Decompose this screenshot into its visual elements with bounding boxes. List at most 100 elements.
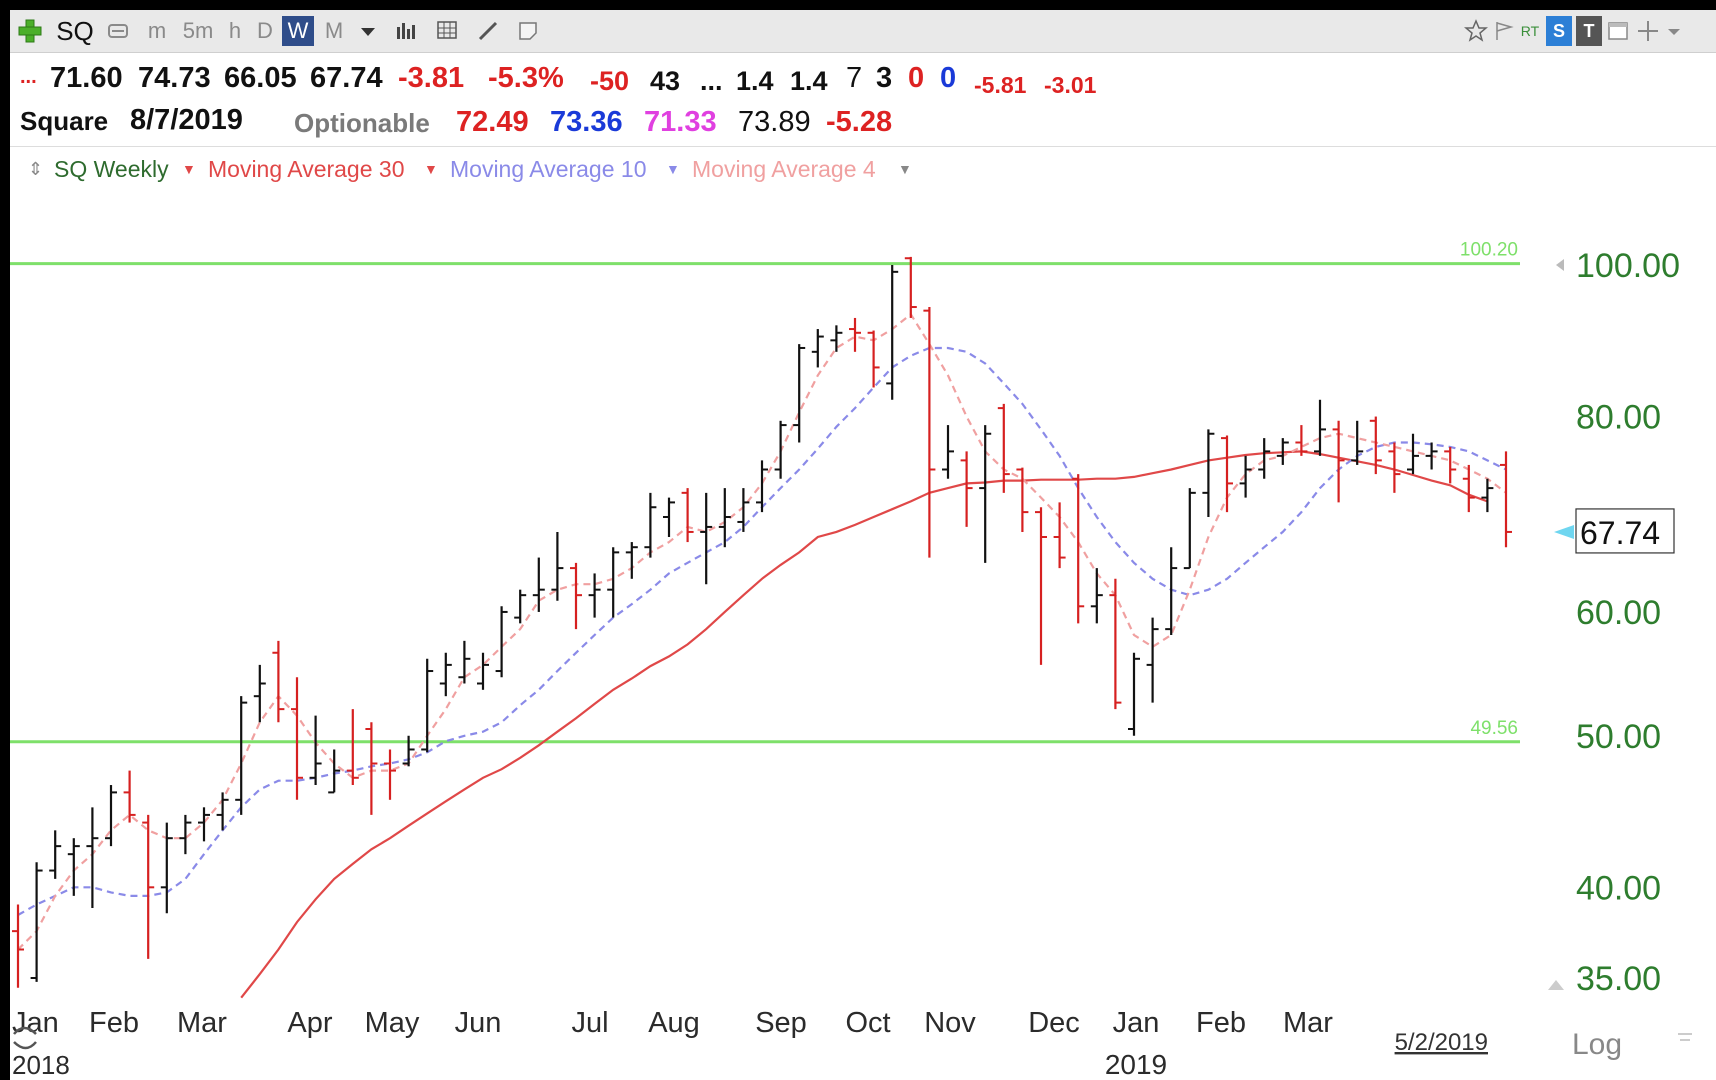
bar-style-icon[interactable] [394,19,418,43]
quote-dots-left: ... [20,66,37,88]
quote-v4: 1.4 [790,66,828,96]
ohlc-bar [439,652,452,697]
x-month-label: Sep [755,1007,807,1039]
star-icon[interactable] [1464,19,1488,43]
ohlc-bar [86,807,99,908]
ohlc-bar [160,822,173,914]
quote-ma4: 71.33 [644,106,717,138]
x-month-label: Jan [1113,1007,1160,1039]
chevron-down-icon[interactable] [356,19,380,43]
ohlc-bar [67,838,80,896]
ohlc-bar [514,589,527,624]
add-symbol-icon[interactable] [18,19,42,43]
x-month-label: Aug [648,1007,700,1039]
x-month-label: Apr [287,1007,332,1039]
ohlc-bar [756,460,768,513]
ohlc-bar [458,640,471,684]
period-hour[interactable]: h [228,18,242,43]
ohlc-bar [198,807,210,842]
study-sq-weekly[interactable]: SQ Weekly [54,156,169,182]
s-badge[interactable]: S [1546,16,1572,46]
ohlc-bar [681,488,694,543]
ohlc-bar [1258,438,1271,479]
quote-v9: -5.81 [974,72,1027,98]
x-year-label: 2019 [1105,1049,1167,1080]
ohlc-bar [718,488,731,548]
chevron-down-icon[interactable]: ▼ [424,161,438,177]
ohlc-bar [830,325,843,352]
period-1m[interactable]: m [147,18,167,43]
study-ma10[interactable]: Moving Average 10 [450,156,647,182]
ohlc-bar [309,715,322,786]
rt-badge[interactable]: RT [1520,23,1540,39]
period-5m[interactable]: 5m [182,18,214,43]
ohlc-bar [1314,399,1326,456]
note-icon[interactable] [516,19,540,43]
chevron-down-icon[interactable]: ▼ [666,161,680,177]
ohlc-bar [570,562,582,630]
ohlc-bar [1072,474,1085,624]
toolbar: SQ m 5m h D W M [10,10,1716,53]
ohlc-bar [1221,435,1233,513]
quote-v5: 7 [846,62,863,94]
flag-icon[interactable] [1492,19,1516,43]
ohlc-bar [1239,455,1252,498]
ohlc-bar [1202,429,1215,518]
link-icon[interactable] [106,19,130,43]
ohlc-bar [1462,464,1475,513]
ohlc-bar [105,785,117,847]
ohlc-bar [979,425,992,563]
ohlc-bar [904,256,917,318]
ohlc-bar [1332,420,1345,503]
x-month-label: Feb [1196,1007,1246,1039]
ohlc-bar [328,749,341,794]
move-icon[interactable] [1636,19,1660,43]
scale-label: Log [1572,1028,1622,1061]
ohlc-bar [1109,578,1122,710]
x-month-label: Feb [89,1007,139,1039]
scroll-arrow-icon [1556,259,1564,271]
ohlc-bar [737,488,750,532]
ohlc-bar [551,531,564,601]
study-ma4[interactable]: Moving Average 4 [692,156,876,182]
hline-label-0: 100.20 [1460,240,1518,261]
chevron-down-icon[interactable]: ▼ [898,161,912,177]
period-week[interactable]: W [282,16,314,46]
grid-icon[interactable] [436,19,460,43]
hline-label-1: 49.56 [1470,718,1518,739]
quote-date: 8/7/2019 [130,104,243,136]
pencil-icon[interactable] [476,19,500,43]
ohlc-bar [495,606,508,678]
price-chart[interactable]: 100.20 49.56 35.00 40.00 50.00 60.00 80.00 100.… [10,10,1716,1080]
ohlc-bar [1500,451,1512,548]
ohlc-bar [886,265,899,400]
quote-v2: 43 [650,66,681,96]
quote-v7: 0 [908,62,925,94]
series-line-1 [17,346,1507,916]
x-month-label: Oct [845,1007,890,1039]
ohlc-bar [1016,467,1029,532]
chevron-down-icon[interactable]: ▼ [182,161,196,177]
period-month[interactable]: M [324,18,344,43]
ohlc-bar [384,749,396,800]
scroll-up-icon [1548,980,1564,990]
quote-diff: -5.28 [826,106,893,138]
updown-arrows-icon[interactable]: ⇕ [28,159,44,179]
ohlc-bar [1053,502,1066,569]
study-ma30[interactable]: Moving Average 30 [208,156,405,182]
x-month-label: Mar [1283,1007,1333,1039]
window-icon[interactable] [1606,19,1630,43]
ohlc-bar [960,451,973,527]
x-month-label: Jun [455,1007,502,1039]
ohlc-bar [272,640,285,723]
ohlc-bar [216,792,229,831]
chevron-down-icon-right[interactable] [1662,19,1686,43]
ohlc-bar [30,862,43,982]
period-day[interactable]: D [257,18,273,43]
ohlc-bar [1090,568,1103,624]
ohlc-bar [1146,617,1159,703]
y-tick-label: 35.00 [1576,960,1661,998]
ohlc-bar [793,344,806,443]
t-badge[interactable]: T [1576,16,1602,46]
symbol-label[interactable]: SQ [56,16,94,46]
